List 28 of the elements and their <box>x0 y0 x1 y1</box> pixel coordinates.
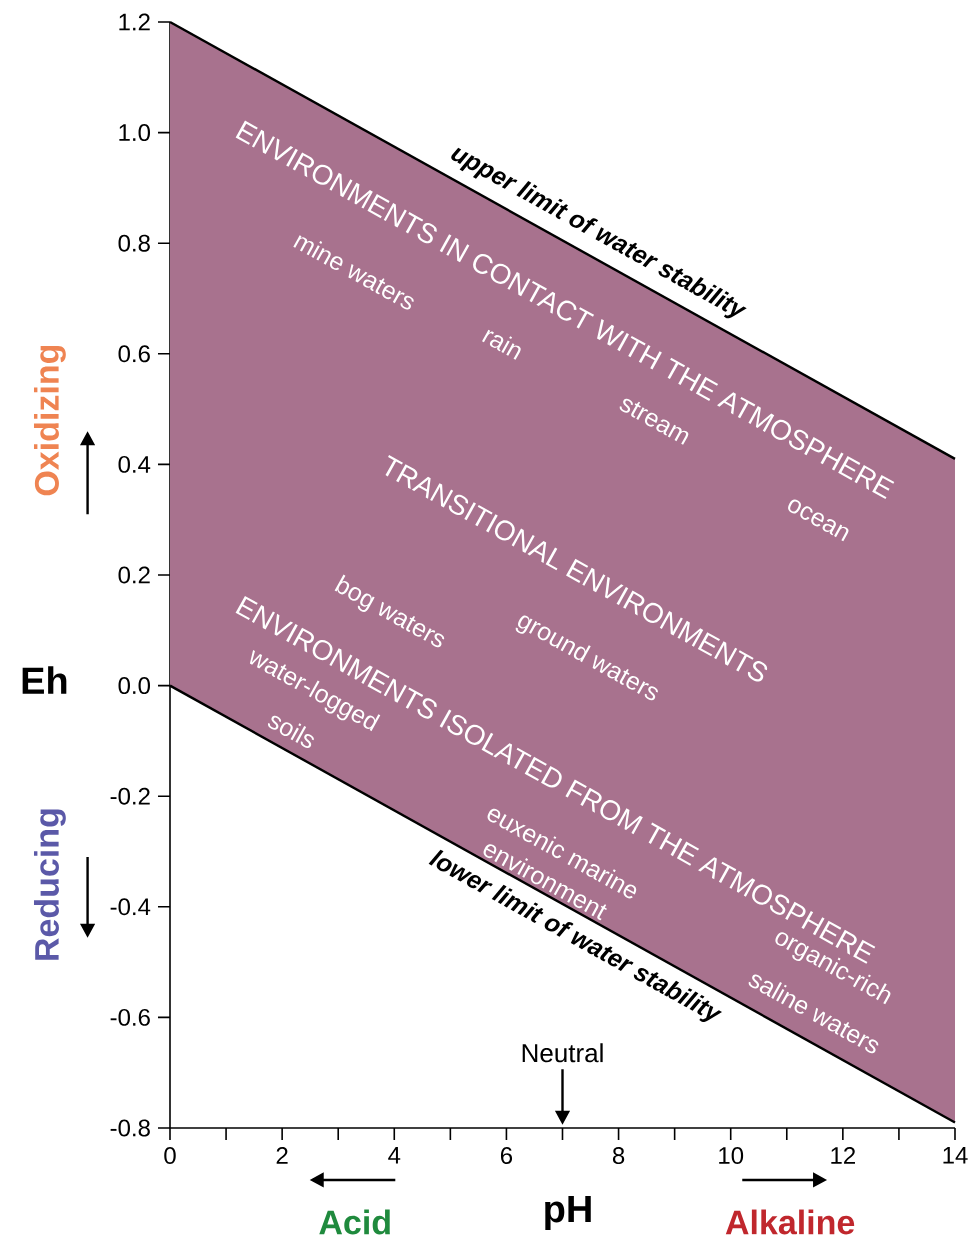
y-axis-title: Eh <box>22 666 67 694</box>
text: Alkaline <box>725 1209 855 1235</box>
annotation: rain <box>482 329 521 360</box>
y-tick-label: -0.6 <box>110 1008 150 1026</box>
y-tick-label: 0.8 <box>118 234 150 252</box>
y-tick-label: 0.6 <box>118 345 150 363</box>
text: Reducing <box>33 809 66 960</box>
x-tick-label: 14 <box>943 1147 968 1164</box>
x-tick-label: 8 <box>612 1147 625 1165</box>
y-tick-label: -0.2 <box>110 787 150 805</box>
y-tick-label: 1.2 <box>119 13 150 31</box>
y-tick-label: 1.0 <box>119 124 150 142</box>
y-tick-label: 0.4 <box>118 455 151 473</box>
x-tick-label: 4 <box>388 1147 401 1164</box>
y-tick-label: -0.4 <box>110 898 151 916</box>
text: Acid <box>319 1209 390 1235</box>
x-tick-label: 2 <box>276 1147 288 1164</box>
x-tick-label: 12 <box>831 1147 855 1164</box>
x-tick-label: 6 <box>500 1147 513 1165</box>
x-tick-label: 10 <box>719 1147 744 1165</box>
y-tick-label: 0.0 <box>118 677 150 695</box>
x-tick-label: 0 <box>164 1147 176 1165</box>
text: Oxidizing <box>33 345 66 496</box>
x-axis-title: pH <box>545 1195 591 1230</box>
annotation: ocean <box>788 499 849 542</box>
annotation: Neutral <box>522 1043 603 1063</box>
y-tick-label: -0.8 <box>110 1119 150 1137</box>
y-tick-label: 0.2 <box>118 566 150 584</box>
